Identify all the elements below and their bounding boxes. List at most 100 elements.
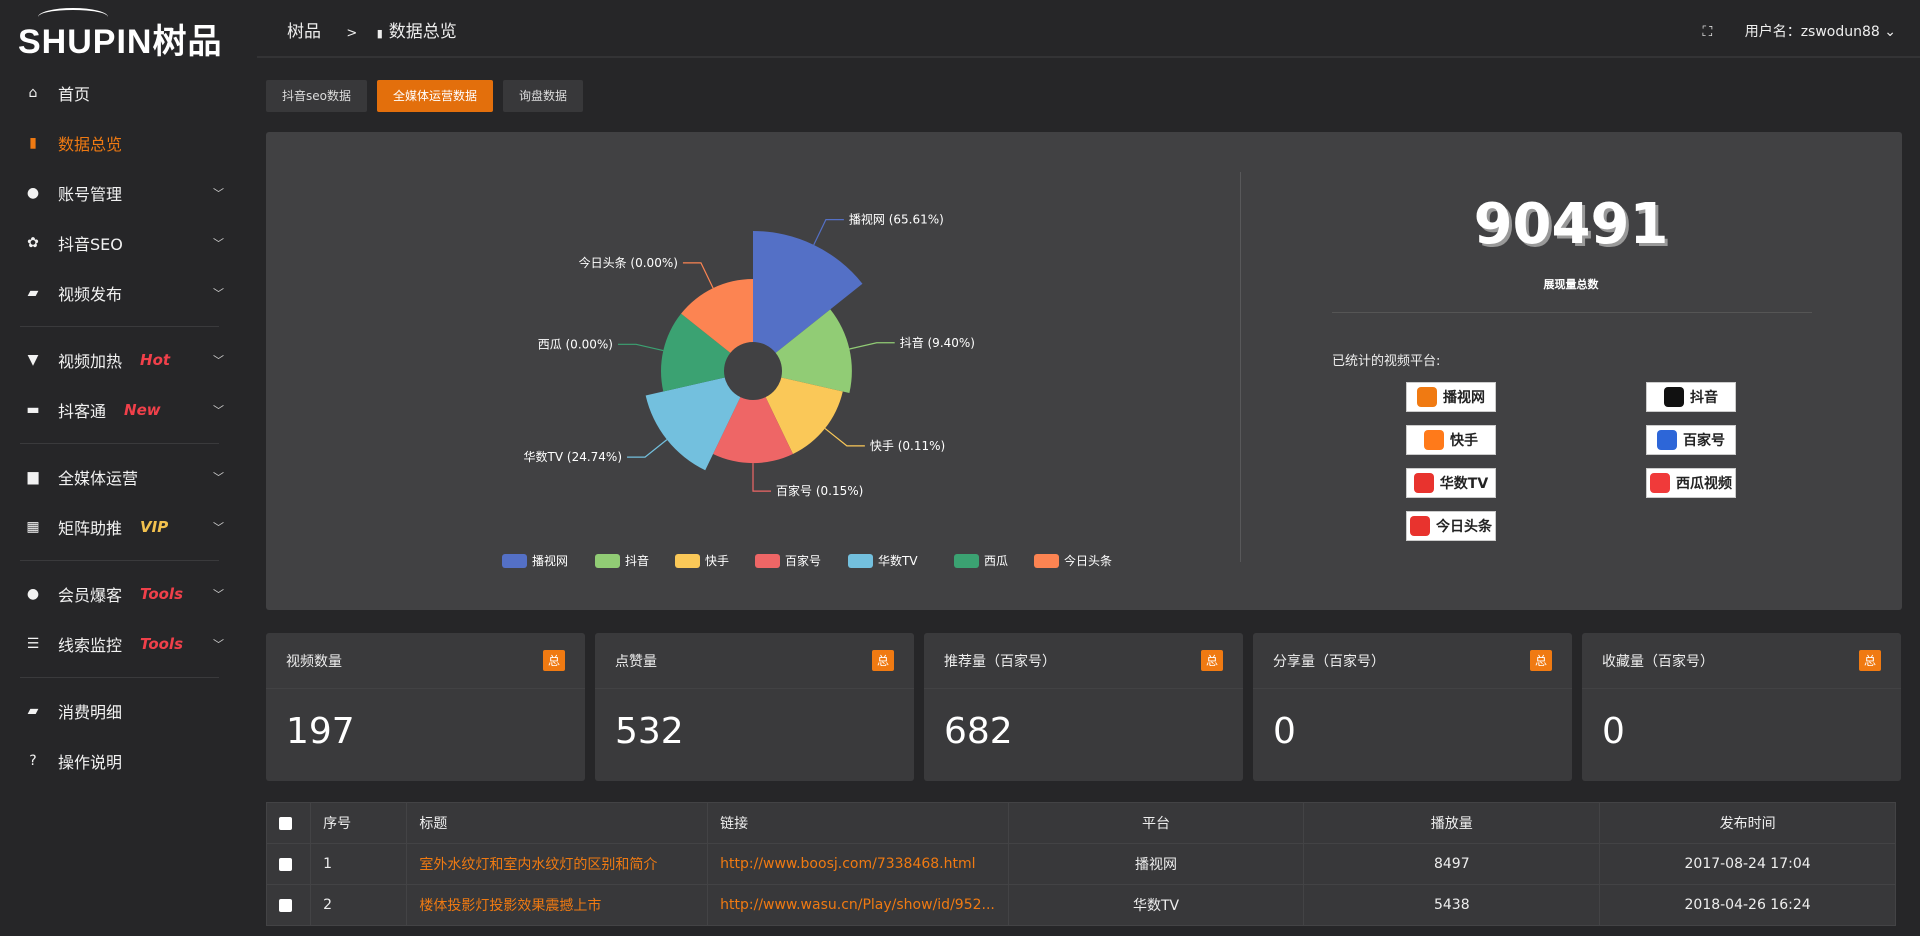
stat-card: 点赞量 总 532 xyxy=(595,633,914,781)
sidebar-item-8[interactable]: ▦ 矩阵助推 VIP ﹀ xyxy=(0,502,257,552)
chevron-down-icon[interactable]: ﹀ xyxy=(213,638,224,651)
stat-value: 532 xyxy=(615,711,684,752)
legend-swatch[interactable] xyxy=(954,554,979,568)
sidebar-item-7[interactable]: ▆ 全媒体运营 ﹀ xyxy=(0,452,257,502)
stat-badge: 总 xyxy=(1529,650,1552,671)
platform-name: 华数TV xyxy=(1439,476,1489,492)
legend-swatch[interactable] xyxy=(848,554,873,568)
stat-badge: 总 xyxy=(1200,650,1223,671)
sidebar-item-label: 全媒体运营 xyxy=(58,469,139,488)
column-header[interactable]: 发布时间 xyxy=(1599,802,1896,844)
sidebar-item-0[interactable]: ⌂ 首页 xyxy=(0,68,257,118)
legend-swatch[interactable] xyxy=(595,554,620,568)
stat-title: 推荐量（百家号） xyxy=(944,653,1056,670)
tab-2[interactable]: 询盘数据 xyxy=(503,80,584,112)
slice-label: 华数TV (24.74%) xyxy=(524,449,622,464)
url-link[interactable]: http://www.wasu.cn/Play/show/id/952... xyxy=(707,884,1009,926)
legend-swatch[interactable] xyxy=(502,554,527,568)
breadcrumb-separator: > xyxy=(346,26,358,41)
platform-logo: 播视网 xyxy=(1406,382,1496,412)
sidebar-item-11[interactable]: ▰ 消费明细 xyxy=(0,686,257,736)
chevron-down-icon[interactable]: ﹀ xyxy=(213,354,224,367)
sidebar-item-6[interactable]: ▬ 抖客通 New ﹀ xyxy=(0,385,257,435)
wallet-icon: ▰ xyxy=(27,703,39,719)
sidebar-item-4[interactable]: ▰ 视频发布 ﹀ xyxy=(0,268,257,318)
pie-slice[interactable] xyxy=(681,279,753,353)
breadcrumb-current: 数据总览 xyxy=(388,22,457,42)
stat-value: 0 xyxy=(1273,711,1296,752)
label-leader-line xyxy=(824,427,865,447)
header: 树品 > ▮ 数据总览 ⛶ 用户名：zswodun88 ⌄ xyxy=(257,0,1920,58)
title-link[interactable]: 楼体投影灯投影效果震撼上市 xyxy=(406,884,709,926)
column-header[interactable]: 序号 xyxy=(310,802,408,844)
title-link[interactable]: 室外水纹灯和室内水纹灯的区别和简介 xyxy=(406,843,709,885)
pie-slice[interactable] xyxy=(753,231,863,353)
sidebar-item-2[interactable]: ● 账号管理 ﹀ xyxy=(0,168,257,218)
stat-title: 收藏量（百家号） xyxy=(1602,653,1714,670)
platform-name: 今日头条 xyxy=(1436,519,1492,535)
label-leader-line xyxy=(849,342,895,350)
user-menu[interactable]: 用户名：zswodun88 xyxy=(1744,24,1880,40)
legend-label[interactable]: 播视网 xyxy=(532,553,568,568)
monitor-icon: ▼ xyxy=(27,352,39,368)
tab-1[interactable]: 全媒体运营数据 xyxy=(376,80,493,112)
label-leader-line xyxy=(618,343,664,352)
row-checkbox[interactable] xyxy=(279,857,292,871)
platform-icon xyxy=(1650,473,1670,493)
column-header[interactable]: 标题 xyxy=(406,802,709,844)
pie-slice[interactable] xyxy=(645,377,741,471)
sidebar-badge: New xyxy=(124,401,161,419)
breadcrumb-home[interactable]: 树品 xyxy=(287,22,321,42)
select-all-checkbox[interactable] xyxy=(279,816,292,830)
legend-label[interactable]: 快手 xyxy=(705,554,729,568)
chevron-down-icon[interactable]: ⌄ xyxy=(1879,24,1896,40)
pie-slice[interactable] xyxy=(775,309,852,394)
sidebar-item-9[interactable]: ● 会员爆客 Tools ﹀ xyxy=(0,569,257,619)
pie-slice[interactable] xyxy=(661,313,731,392)
chevron-down-icon[interactable]: ﹀ xyxy=(213,287,224,300)
pie-slice[interactable] xyxy=(713,397,793,464)
legend-label[interactable]: 百家号 xyxy=(785,553,821,568)
sidebar-item-12[interactable]: ? 操作说明 xyxy=(0,736,257,786)
legend-label[interactable]: 今日头条 xyxy=(1064,553,1112,568)
divider xyxy=(1332,312,1812,313)
legend-label[interactable]: 西瓜 xyxy=(984,554,1008,568)
chevron-down-icon[interactable]: ﹀ xyxy=(213,237,224,250)
total-impressions: 90491 xyxy=(1473,192,1669,257)
legend-label[interactable]: 华数TV xyxy=(878,553,918,568)
chat-icon: ▬ xyxy=(26,402,40,418)
total-impressions-label: 展现量总数 xyxy=(1543,278,1599,291)
legend-label[interactable]: 抖音 xyxy=(625,553,649,568)
label-leader-line xyxy=(752,463,771,492)
sidebar-item-10[interactable]: ☰ 线索监控 Tools ﹀ xyxy=(0,619,257,669)
legend-swatch[interactable] xyxy=(1034,554,1059,568)
user-icon: ● xyxy=(26,185,40,201)
legend-swatch[interactable] xyxy=(675,554,700,568)
sidebar-item-3[interactable]: ✿ 抖音SEO ﹀ xyxy=(0,218,257,268)
chevron-down-icon[interactable]: ﹀ xyxy=(213,521,224,534)
platform-name: 百家号 xyxy=(1683,433,1725,449)
legend-swatch[interactable] xyxy=(755,554,780,568)
chevron-down-icon[interactable]: ﹀ xyxy=(213,404,224,417)
column-header[interactable]: 播放量 xyxy=(1303,802,1601,844)
url-link[interactable]: http://www.boosj.com/7338468.html xyxy=(707,843,1009,885)
sidebar-item-5[interactable]: ▼ 视频加热 Hot ﹀ xyxy=(0,335,257,385)
rose-pie-chart: 播视网 (65.61%) 抖音 (9.40%) 快手 (0.11%) 百家号 (0.1… xyxy=(502,212,1112,568)
logo[interactable]: SHUPIN树品 xyxy=(18,8,222,63)
fullscreen-icon[interactable]: ⛶ xyxy=(1702,24,1713,40)
column-header[interactable]: 平台 xyxy=(1007,802,1305,844)
row-checkbox[interactable] xyxy=(279,898,292,912)
chevron-down-icon[interactable]: ﹀ xyxy=(213,588,224,601)
chevron-down-icon[interactable]: ﹀ xyxy=(213,471,224,484)
column-header[interactable]: 链接 xyxy=(707,802,1009,844)
sidebar-item-label: 矩阵助推 xyxy=(58,519,123,538)
sidebar-item-1[interactable]: ▮ 数据总览 xyxy=(0,118,257,168)
chevron-down-icon[interactable]: ﹀ xyxy=(213,187,224,200)
sidebar-badge: Hot xyxy=(140,351,171,369)
breadcrumb: 树品 > ▮ 数据总览 xyxy=(287,17,463,42)
platform-icon xyxy=(1417,387,1437,407)
platform-logo: 西瓜视频 xyxy=(1646,468,1736,498)
tab-0[interactable]: 抖音seo数据 xyxy=(266,80,367,112)
pie-slice[interactable] xyxy=(765,377,843,454)
bar-chart-icon: ▮ xyxy=(376,27,383,40)
